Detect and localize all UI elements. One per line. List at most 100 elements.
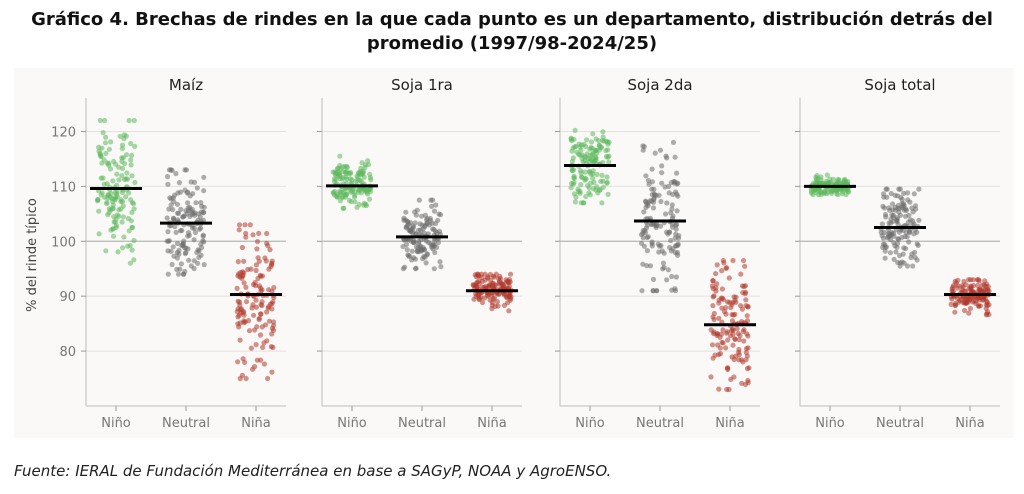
data-point — [960, 300, 967, 306]
data-point — [570, 181, 576, 187]
data-point — [430, 242, 436, 248]
data-point — [639, 288, 645, 294]
data-point — [657, 223, 664, 229]
data-point — [437, 259, 443, 265]
data-point — [423, 260, 429, 266]
source-note: Fuente: IERAL de Fundación Mediterránea … — [14, 462, 612, 480]
data-point — [104, 199, 110, 205]
data-point — [199, 203, 205, 209]
data-point — [896, 186, 902, 192]
chart-title: Gráfico 4. Brechas de rindes en la que c… — [0, 8, 1024, 56]
data-point — [119, 155, 125, 161]
data-point — [263, 322, 269, 328]
data-point — [600, 134, 606, 140]
data-point — [904, 263, 911, 269]
y-tick-label: 100 — [51, 235, 76, 250]
data-point — [911, 231, 917, 237]
data-point — [640, 230, 646, 236]
data-point — [652, 192, 658, 198]
data-point — [650, 205, 657, 211]
data-point — [880, 235, 887, 241]
data-point — [492, 303, 498, 309]
data-point — [130, 201, 137, 207]
data-point — [901, 245, 907, 251]
data-point — [641, 209, 647, 215]
data-point — [235, 273, 241, 279]
data-point — [129, 173, 135, 179]
data-point — [907, 217, 913, 223]
data-point — [743, 297, 749, 303]
data-point — [572, 127, 578, 133]
data-point — [196, 226, 202, 232]
data-point — [258, 311, 264, 317]
data-point — [267, 247, 273, 253]
data-point — [119, 173, 125, 179]
data-point — [116, 177, 122, 183]
data-point — [110, 178, 116, 184]
data-point — [110, 226, 116, 232]
data-point — [182, 251, 188, 257]
data-point — [651, 199, 657, 205]
data-point — [901, 190, 907, 196]
data-point — [586, 185, 592, 191]
data-point — [569, 158, 576, 164]
data-point — [412, 256, 419, 262]
data-point — [339, 164, 346, 170]
data-point — [955, 283, 961, 289]
data-point — [132, 143, 138, 149]
data-point — [361, 200, 367, 206]
data-point — [111, 158, 117, 164]
data-point — [644, 248, 651, 254]
data-point — [261, 361, 267, 367]
data-point — [435, 217, 441, 223]
data-point — [438, 264, 444, 270]
data-point — [247, 222, 253, 228]
data-point — [730, 342, 736, 348]
data-point — [912, 254, 918, 260]
data-point — [895, 193, 901, 199]
data-point — [808, 188, 815, 194]
data-point — [174, 240, 181, 247]
data-point — [894, 240, 901, 247]
data-point — [240, 269, 246, 275]
data-point — [670, 246, 676, 252]
data-point — [905, 190, 911, 196]
data-point — [413, 212, 419, 218]
data-point — [341, 205, 347, 211]
data-point — [582, 143, 589, 150]
data-point — [351, 194, 357, 200]
data-point — [201, 174, 207, 180]
data-point — [179, 242, 185, 249]
data-point — [720, 340, 726, 346]
data-point — [576, 151, 582, 157]
data-point — [165, 248, 171, 254]
data-point — [674, 170, 680, 176]
data-point — [596, 138, 602, 144]
data-point — [165, 229, 171, 235]
x-tick-label: Niña — [477, 416, 507, 431]
data-point — [103, 150, 109, 156]
data-point — [237, 320, 243, 326]
data-point — [825, 180, 831, 186]
data-point — [883, 186, 889, 192]
data-point — [744, 331, 750, 337]
data-point — [252, 327, 258, 333]
data-point — [125, 243, 131, 249]
data-point — [835, 192, 841, 198]
data-point — [606, 153, 612, 159]
data-point — [341, 189, 347, 195]
data-point — [174, 266, 180, 272]
data-point — [916, 186, 922, 192]
data-point — [604, 180, 610, 186]
data-point — [252, 279, 258, 286]
data-point — [880, 191, 887, 197]
data-point — [572, 199, 579, 205]
data-point — [716, 297, 722, 303]
data-point — [729, 312, 735, 318]
data-point — [118, 206, 124, 212]
data-point — [264, 309, 270, 315]
data-point — [717, 334, 723, 340]
data-point — [192, 229, 198, 236]
data-point — [719, 305, 725, 311]
data-point — [659, 170, 665, 176]
